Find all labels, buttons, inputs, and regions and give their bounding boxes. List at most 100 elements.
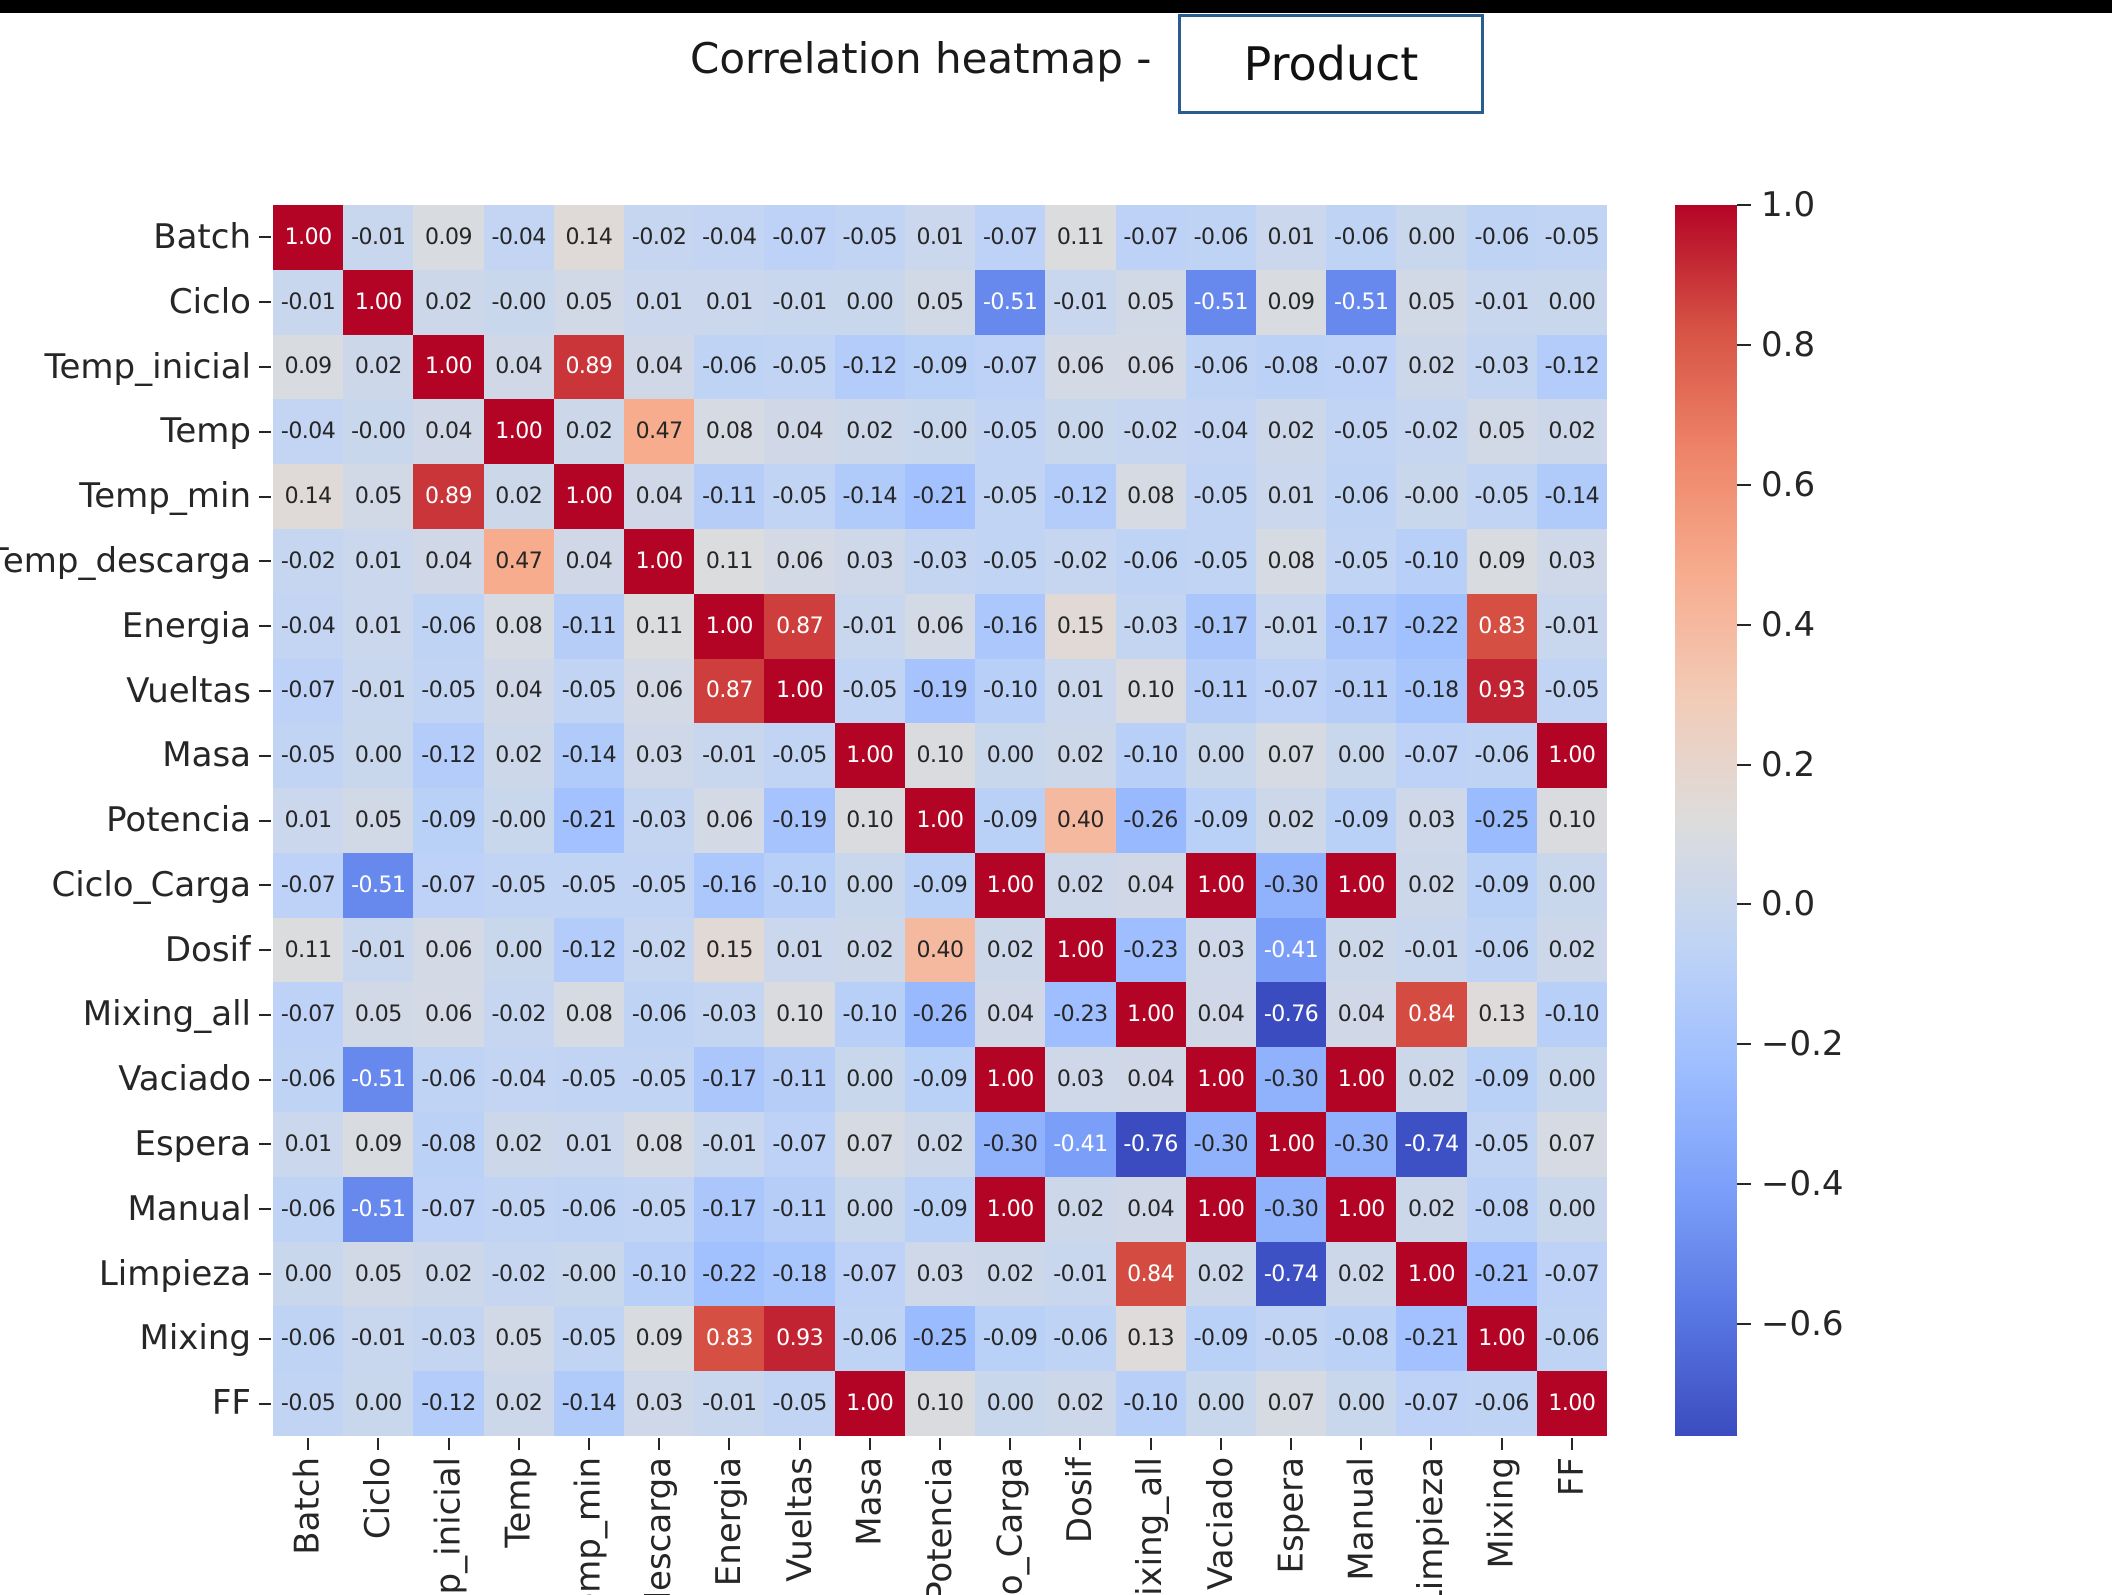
heatmap-cell: 0.93 [1466,658,1537,724]
heatmap-cell: 0.04 [764,399,835,465]
heatmap-cell: 1.00 [904,788,976,853]
heatmap-cell: 0.02 [1045,1176,1116,1242]
y-tick-label: Ciclo_Carga [51,864,251,905]
heatmap-cell: -0.02 [624,917,695,983]
y-tick-mark [259,1143,271,1146]
heatmap-cell: 0.02 [1255,788,1327,853]
heatmap-cell: -0.04 [273,399,344,465]
heatmap-cell: -0.08 [1326,1306,1397,1372]
x-tick-label: Dosif [1060,1457,1101,1544]
colorbar-tick-label: 0.4 [1761,604,1816,645]
colorbar-tick-mark [1737,903,1751,906]
heatmap-cell: -0.51 [343,852,414,918]
heatmap-cell: 0.02 [413,1241,484,1307]
heatmap-cell: 0.02 [483,1371,554,1436]
heatmap-cell: 0.10 [834,788,905,853]
heatmap-cell: -0.07 [273,658,344,724]
heatmap-cell: 0.13 [1115,1306,1186,1372]
heatmap-cell: -0.18 [1396,658,1467,724]
x-tick-mark [1009,1438,1012,1450]
heatmap-cell: 0.09 [1255,269,1327,335]
heatmap-cell: -0.03 [624,788,695,853]
x-tick-mark [1360,1438,1363,1450]
heatmap-cell: -0.08 [1255,334,1327,400]
heatmap-cell: -0.10 [1536,982,1607,1048]
heatmap-cell: -0.05 [624,1176,695,1242]
heatmap-cell: -0.05 [1326,399,1397,465]
heatmap-cell: 0.05 [553,269,625,335]
heatmap-cell: 0.00 [834,1176,905,1242]
heatmap-cell: 0.08 [483,593,554,659]
heatmap-cell: -0.11 [764,1047,835,1113]
heatmap-cell: -0.07 [834,1241,905,1307]
x-tick-mark [658,1438,661,1450]
heatmap-cell: 0.04 [553,528,625,594]
heatmap-cell: -0.30 [1255,1047,1327,1113]
heatmap-cell: -0.21 [1466,1241,1537,1307]
heatmap-cell: -0.06 [624,982,695,1048]
y-tick-mark [259,1402,271,1405]
y-tick-label: Temp_min [79,476,251,517]
y-tick-label: Manual [127,1188,251,1229]
heatmap-cell: -0.09 [1466,852,1537,918]
heatmap-cell: -0.01 [343,1306,414,1372]
heatmap-cell: -0.74 [1396,1112,1467,1177]
heatmap-cell: 0.02 [904,1112,976,1177]
x-tick-label: Vueltas [779,1457,820,1582]
heatmap-cell: 1.00 [975,852,1046,918]
heatmap-cell: -0.16 [694,852,765,918]
colorbar-tick-mark [1737,1323,1751,1326]
heatmap-cell: -0.01 [343,917,414,983]
heatmap-cell: 0.06 [694,788,765,853]
heatmap-cell: 0.02 [413,269,484,335]
heatmap-cell: 1.00 [553,464,625,529]
heatmap-cell: 0.10 [904,1371,976,1436]
y-tick-mark [259,430,271,433]
heatmap-cell: 0.15 [694,917,765,983]
heatmap-cell: -0.30 [1326,1112,1397,1177]
heatmap-cell: -0.14 [553,1371,625,1436]
heatmap-cell: -0.07 [273,852,344,918]
heatmap-cell: -0.16 [975,593,1046,659]
y-tick-mark [259,1013,271,1016]
heatmap-cell: -0.11 [1326,658,1397,724]
heatmap-cell: -0.12 [834,334,905,400]
heatmap-cell: 1.00 [975,1047,1046,1113]
heatmap-cell: 0.87 [694,658,765,724]
heatmap-cell: -0.05 [1326,528,1397,594]
x-tick-label: FF [1551,1457,1592,1497]
heatmap-cell: -0.01 [1466,269,1537,335]
heatmap-cell: -0.02 [1396,399,1467,465]
y-tick-label: Vaciado [118,1059,251,1100]
y-tick-mark [259,560,271,563]
heatmap-cell: -0.06 [1466,205,1537,270]
heatmap-cell: 0.02 [1396,852,1467,918]
heatmap-cell: 0.01 [904,205,976,270]
heatmap-cell: -0.21 [553,788,625,853]
product-selector[interactable]: Product [1178,14,1484,114]
heatmap-cell: 0.00 [1326,1371,1397,1436]
heatmap-cell: -0.11 [1185,658,1256,724]
heatmap-cell: -0.06 [1466,917,1537,983]
y-tick-label: Mixing [139,1318,251,1359]
heatmap-cell: 1.00 [1326,852,1397,918]
heatmap-cell: 0.06 [904,593,976,659]
heatmap-cell: -0.06 [1536,1306,1607,1372]
heatmap-cell: -0.00 [483,269,554,335]
heatmap-cell: -0.19 [764,788,835,853]
y-tick-label: Masa [162,735,251,776]
x-tick-mark [1570,1438,1573,1450]
heatmap-cell: 0.02 [975,1241,1046,1307]
y-tick-label: Espera [134,1124,251,1165]
heatmap-cell: -0.14 [1536,464,1607,529]
heatmap-cell: -0.01 [343,205,414,270]
heatmap-cell: -0.07 [764,205,835,270]
heatmap-cell: -0.05 [975,464,1046,529]
x-tick-label: Ciclo_Carga [990,1457,1031,1595]
heatmap-cell: -0.11 [694,464,765,529]
colorbar-tick-label: 0.6 [1761,464,1816,505]
x-tick-label: Temp_descarga [639,1457,680,1595]
heatmap-cell: -0.06 [273,1176,344,1242]
heatmap-cell: -0.00 [1396,464,1467,529]
heatmap-cell: -0.09 [413,788,484,853]
